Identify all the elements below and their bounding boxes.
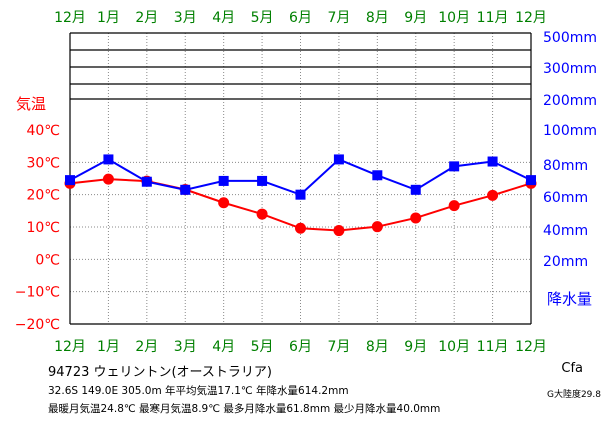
temperature-tick-label: 0℃: [35, 252, 60, 268]
temperature-tick-label: 30℃: [26, 155, 60, 171]
temperature-tick-label: −20℃: [15, 317, 60, 333]
station-meta-line1: 32.6S 149.0E 305.0m 年平均気温17.1℃ 年降水量614.2…: [48, 385, 349, 397]
month-label-bottom: 1月: [97, 339, 120, 355]
precipitation-point: [526, 175, 536, 186]
month-label-bottom: 2月: [135, 339, 158, 355]
month-labels-bottom: 12月 1月 2月 3月 4月 5月 6月 7月 8月 9月 10月 11月 12月: [54, 339, 547, 355]
temperature-point: [218, 197, 230, 209]
station-meta-line2: 最暖月気温24.8℃ 最寒月気温8.9℃ 最多月降水量61.8mm 最少月降水量…: [48, 403, 441, 415]
temperature-point: [295, 222, 306, 234]
precipitation-axis-label: 降水量: [547, 290, 592, 308]
precipitation-series: [65, 154, 536, 200]
precipitation-tick-label: 60mm: [543, 190, 588, 206]
precipitation-tick-label: 100mm: [543, 123, 597, 139]
precipitation-tick-label: 20mm: [543, 254, 588, 270]
month-label-bottom: 8月: [366, 339, 389, 355]
precipitation-tick-labels: 500mm 300mm 200mm 100mm 80mm 60mm 40mm 20mm 0mm: [543, 0, 597, 270]
temperature-tick-label: −10℃: [15, 285, 60, 301]
station-name: 94723 ウェリントン(オーストラリア): [48, 365, 272, 380]
plot-frame: [69, 33, 532, 325]
grid-lines: [70, 32, 531, 324]
month-label-bottom: 10月: [438, 339, 470, 355]
month-label-top: 12月: [515, 10, 547, 26]
temperature-tick-labels: 40℃ 30℃ 20℃ 10℃ 0℃ −10℃ −20℃: [15, 123, 60, 333]
precipitation-tick-label: 200mm: [543, 93, 597, 109]
continentality-index: G大陸度29.8: [546, 390, 601, 400]
month-label-top: 10月: [438, 10, 470, 26]
temperature-point: [102, 173, 114, 185]
month-label-top: 5月: [251, 10, 274, 26]
month-label-bottom: 9月: [404, 339, 427, 355]
precipitation-point: [65, 175, 75, 186]
precipitation-point: [372, 170, 383, 181]
precipitation-point: [103, 154, 114, 165]
temperature-point: [371, 221, 383, 233]
month-label-bottom: 12月: [515, 339, 547, 355]
precipitation-point: [141, 176, 152, 187]
temperature-tick-label: 10℃: [26, 220, 60, 236]
temperature-tick-label: 40℃: [26, 123, 60, 139]
month-label-bottom: 6月: [289, 339, 312, 355]
temperature-point: [333, 225, 345, 237]
precipitation-tick-label: 80mm: [543, 158, 588, 174]
month-label-top: 1月: [97, 10, 120, 26]
precipitation-tick-label: 500mm: [543, 30, 597, 46]
temperature-axis-label: 気温: [16, 95, 46, 113]
precipitation-point: [487, 156, 498, 167]
month-label-top: 4月: [212, 10, 235, 26]
precipitation-tick-label: 300mm: [543, 61, 597, 77]
temperature-point: [448, 200, 460, 212]
month-label-bottom: 3月: [174, 339, 197, 355]
temperature-point: [487, 189, 499, 201]
precipitation-tick-label: 40mm: [543, 223, 588, 239]
month-label-bottom: 5月: [251, 339, 274, 355]
precipitation-point: [410, 184, 421, 195]
month-label-bottom: 4月: [212, 339, 235, 355]
precipitation-point: [218, 175, 229, 186]
month-label-top: 12月: [54, 10, 86, 26]
month-label-top: 7月: [327, 10, 350, 26]
month-label-top: 3月: [174, 10, 197, 26]
month-label-top: 9月: [404, 10, 427, 26]
month-label-bottom: 7月: [327, 339, 350, 355]
month-label-bottom: 12月: [54, 339, 86, 355]
precipitation-point: [449, 161, 460, 172]
month-label-top: 6月: [289, 10, 312, 26]
koppen-class: Cfa: [561, 361, 583, 376]
precipitation-point: [295, 189, 306, 200]
month-label-top: 11月: [477, 10, 509, 26]
temperature-point: [256, 208, 268, 220]
precipitation-point: [333, 154, 344, 165]
month-label-bottom: 11月: [477, 339, 509, 355]
month-labels-top: 12月 1月 2月 3月 4月 5月 6月 7月 8月 9月 10月 11月 12月: [54, 10, 547, 26]
temperature-tick-label: 20℃: [26, 188, 60, 204]
precipitation-tick-label: 0mm: [543, 0, 579, 4]
precipitation-point: [180, 184, 191, 195]
precipitation-point: [257, 175, 268, 186]
month-label-top: 8月: [366, 10, 389, 26]
month-label-top: 2月: [135, 10, 158, 26]
temperature-point: [410, 212, 422, 224]
